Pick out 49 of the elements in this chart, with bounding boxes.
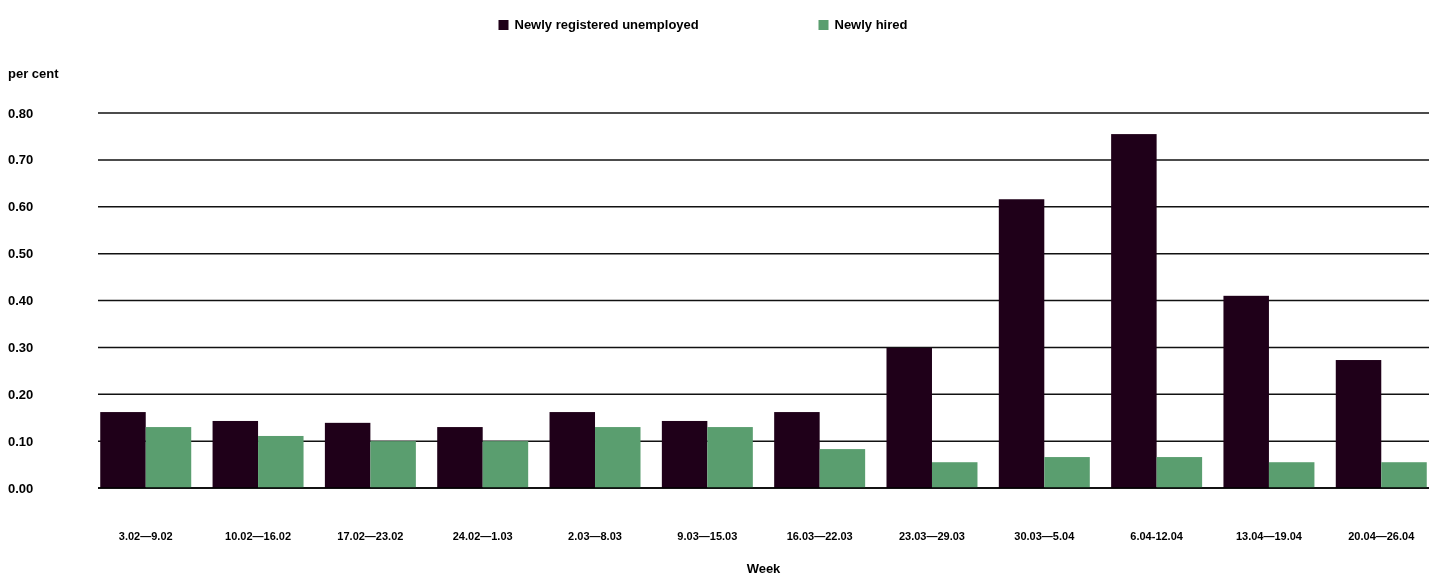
x-tick-label: 30.03—5.04: [1014, 530, 1076, 542]
y-tick-label: 0.50: [8, 246, 34, 262]
bar: [774, 412, 820, 488]
y-tick-label: 0.40: [8, 293, 34, 309]
x-axis-title: Week: [746, 561, 782, 576]
x-tick-label: 3.02—9.02: [118, 530, 173, 542]
bar: [1335, 360, 1382, 488]
y-tick-label: 0.60: [8, 199, 34, 215]
y-axis-title: per cent: [8, 66, 60, 81]
bar: [482, 441, 529, 488]
bar: [931, 462, 978, 488]
bar: [1223, 295, 1269, 488]
x-tick-label: 16.03—22.03: [786, 530, 853, 542]
x-tick-label: 13.04—19.04: [1235, 530, 1303, 542]
bar: [1268, 462, 1315, 488]
x-tick-label: 9.03—15.03: [677, 530, 738, 542]
bar: [595, 427, 641, 488]
x-tick-label: 6.04-12.04: [1130, 530, 1184, 542]
x-tick-label: 20.04—26.04: [1348, 530, 1416, 542]
legend-label: Newly registered unemployed: [514, 17, 699, 32]
bar: [1044, 457, 1090, 488]
bar: [886, 347, 932, 488]
y-tick-label: 0.70: [8, 152, 34, 168]
x-tick-label: 17.02—23.02: [337, 530, 404, 542]
legend-label: Newly hired: [834, 17, 908, 32]
bar: [998, 199, 1045, 488]
x-tick-label: 23.03—29.03: [898, 530, 966, 542]
bar: [437, 427, 483, 488]
y-tick-label: 0.20: [8, 386, 34, 402]
bar: [258, 435, 304, 488]
y-tick-label: 0.10: [8, 433, 34, 449]
bar: [1111, 134, 1157, 488]
bar: [370, 441, 416, 488]
bar: [1381, 462, 1427, 488]
bar: [819, 449, 866, 488]
x-tick-label: 24.02—1.03: [452, 530, 513, 542]
bar: [1156, 457, 1203, 488]
x-tick-label: 10.02—16.02: [225, 530, 292, 542]
bar: [549, 412, 596, 488]
bar: [145, 427, 192, 488]
y-tick-label: 0.30: [8, 339, 34, 355]
bar: [707, 427, 753, 488]
bar: [212, 420, 259, 488]
bar: [100, 412, 146, 488]
x-tick-label: 2.03—8.03: [568, 530, 622, 542]
bar: [661, 420, 708, 488]
bar: [324, 422, 371, 488]
y-tick-label: 0.00: [8, 480, 34, 496]
y-tick-label: 0.80: [8, 105, 34, 121]
